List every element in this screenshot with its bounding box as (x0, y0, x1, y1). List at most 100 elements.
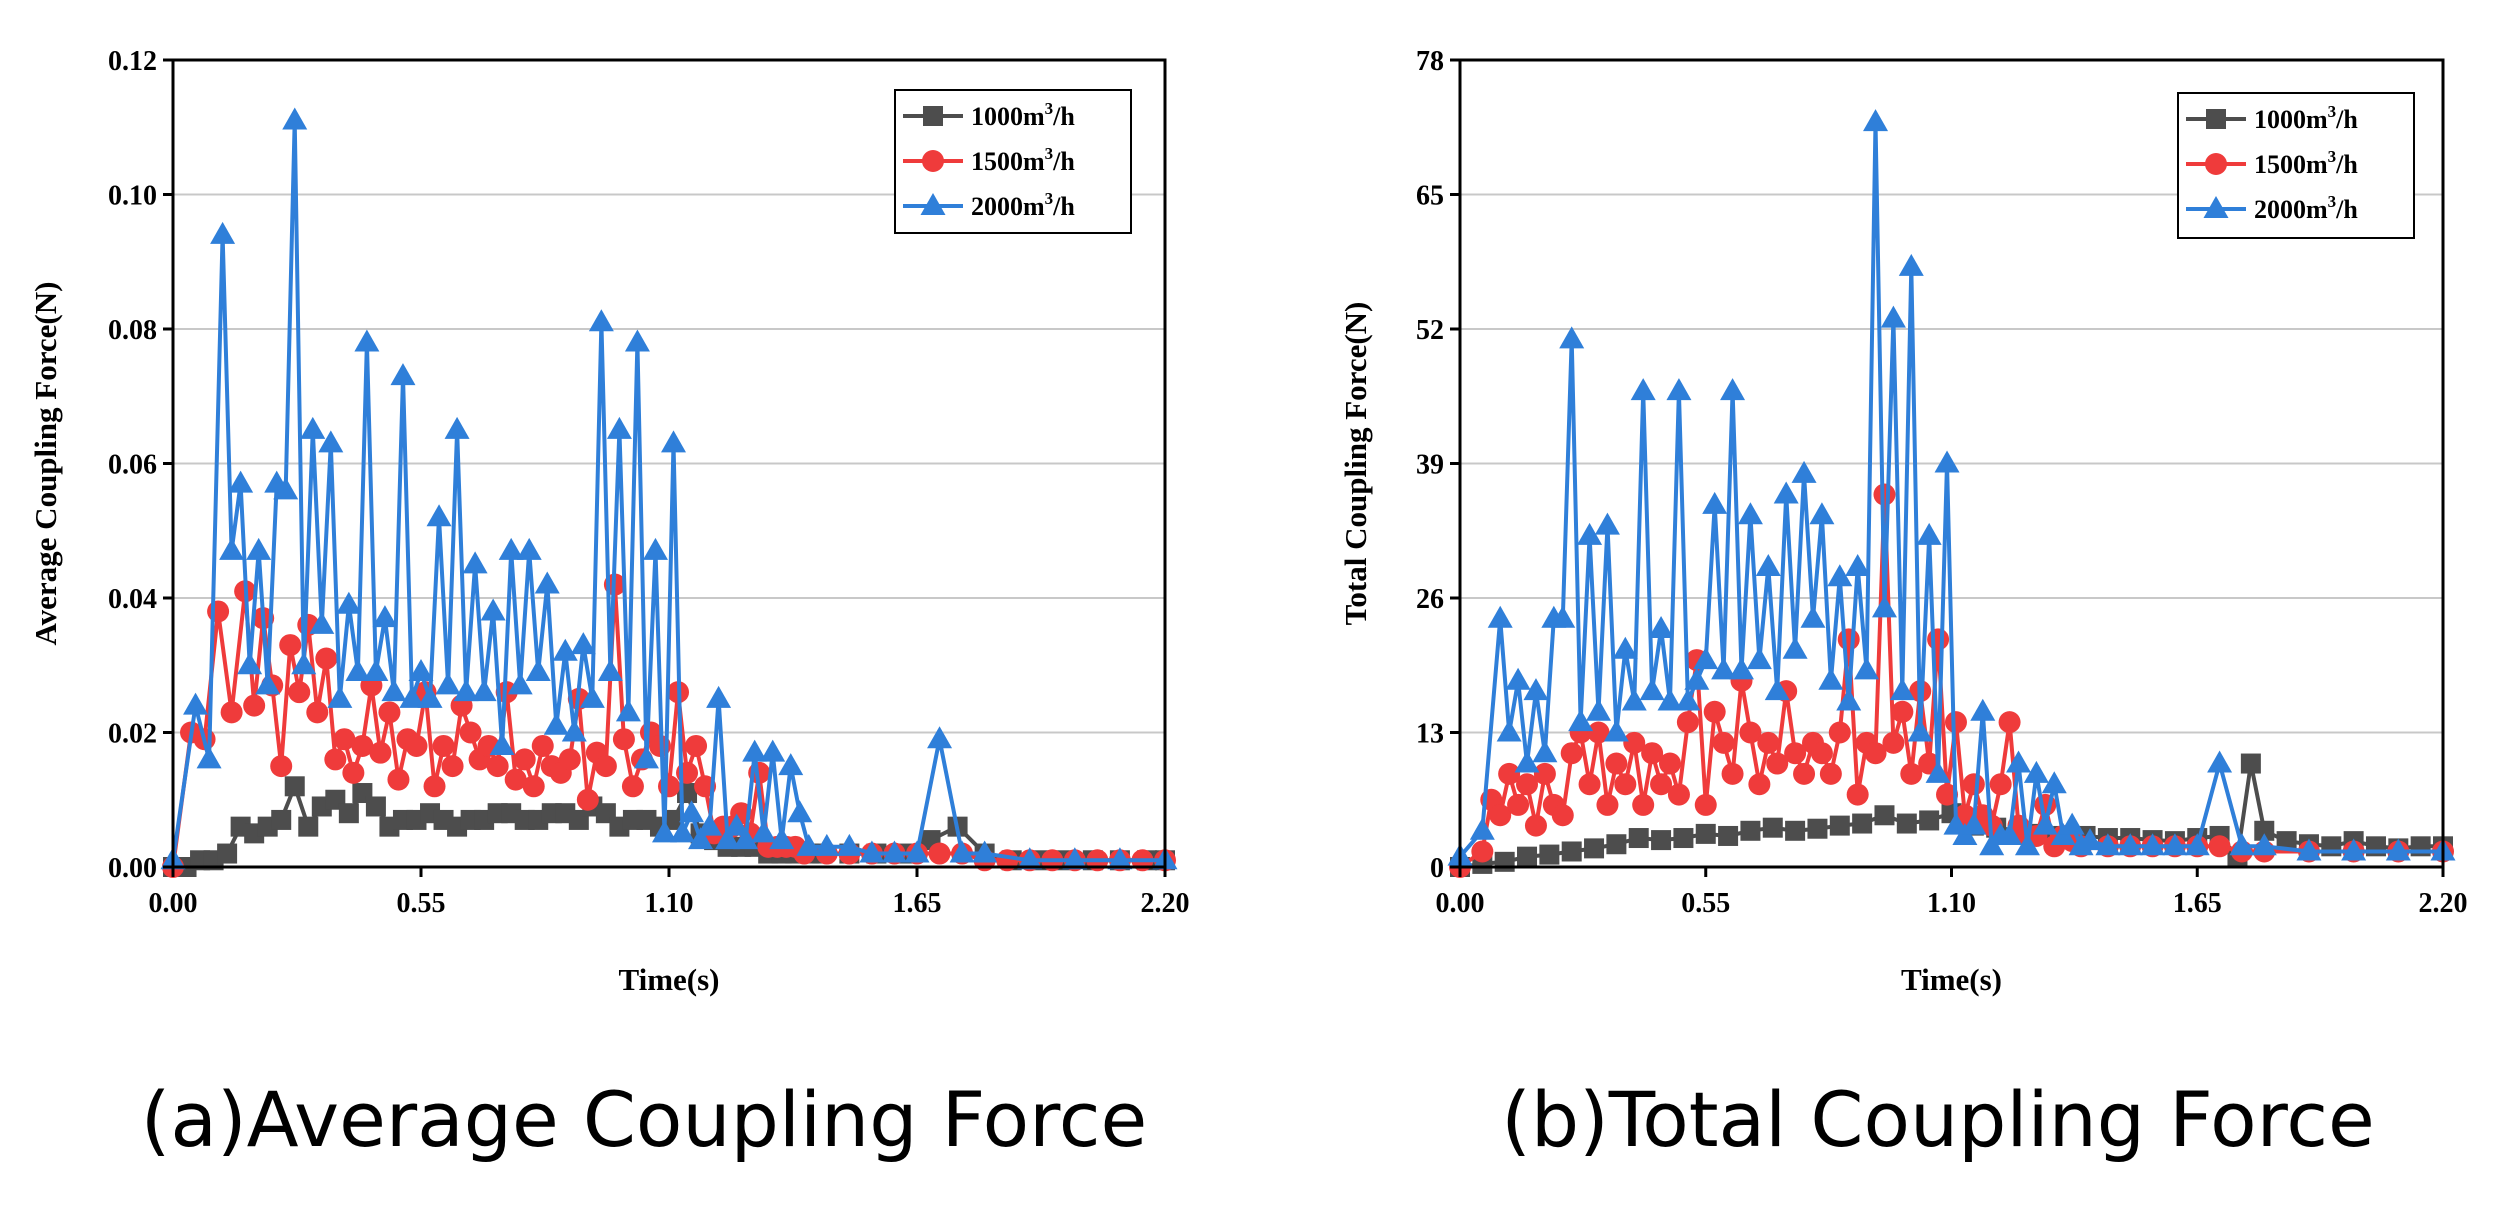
data-point (588, 309, 614, 332)
figure-caption: (b)Total Coupling Force (1501, 1075, 2375, 1164)
data-point (1494, 851, 1515, 872)
data-point (531, 734, 554, 757)
data-point (642, 537, 668, 560)
data-point (1784, 742, 1807, 765)
data-point (1695, 823, 1716, 844)
data-point (561, 719, 587, 742)
data-point (1854, 657, 1880, 680)
data-point (1628, 828, 1649, 849)
data-point (972, 840, 998, 863)
legend-marker (920, 193, 946, 215)
data-point (2184, 833, 2210, 856)
data-point (507, 672, 533, 695)
data-point (1550, 605, 1576, 628)
data-point (621, 775, 644, 798)
data-point (525, 658, 551, 681)
data-point (1062, 847, 1088, 870)
data-point (1845, 553, 1871, 576)
data-point (685, 734, 708, 757)
legend-marker (2203, 196, 2229, 218)
data-point (1560, 742, 1583, 765)
y-tick-label: 39 (1416, 450, 1444, 481)
data-point (1720, 378, 1746, 401)
data-point (1997, 822, 2023, 845)
data-point (1889, 678, 1915, 701)
data-point (1846, 783, 1869, 806)
data-point (220, 701, 243, 724)
data-point (1962, 773, 1985, 796)
legend-marker (2205, 153, 2227, 175)
data-point (273, 477, 299, 500)
legend-marker (922, 150, 944, 172)
data-point (2254, 820, 2275, 841)
data-point (2117, 833, 2143, 856)
series-2000 (160, 107, 1178, 870)
x-tick-label: 0.55 (397, 888, 446, 919)
data-point (2229, 833, 2255, 856)
legend: 1000m3/h 1500m3/h 2000m3/h (894, 89, 1132, 234)
chart-panel-a: 0.00 0.02 0.04 0.06 0.08 0.10 0.12 0.00 0.55 1.10… (28, 46, 1190, 1164)
data-point (513, 748, 536, 771)
data-point (1864, 742, 1887, 765)
x-tick-label: 1.65 (2173, 888, 2222, 919)
data-point (1827, 564, 1853, 587)
data-point (1568, 709, 1594, 732)
data-point (1807, 818, 1828, 839)
data-point (522, 775, 545, 798)
data-point (1863, 109, 1889, 132)
y-tick-label: 0 (1430, 853, 1444, 884)
data-point (1471, 840, 1494, 863)
data-point (1712, 731, 1735, 754)
data-point (742, 739, 768, 762)
data-point (1586, 698, 1612, 721)
data-point (1819, 762, 1842, 785)
data-point (288, 681, 311, 704)
data-point (1739, 721, 1762, 744)
data-point (1551, 804, 1574, 827)
data-point (661, 430, 687, 453)
data-point (1818, 667, 1844, 690)
data-point (633, 746, 659, 769)
data-point (342, 761, 365, 784)
data-point (1505, 667, 1531, 690)
x-axis-label: Time(s) (1901, 962, 2002, 997)
legend: 1000m3/h 1500m3/h 2000m3/h (2177, 92, 2415, 239)
data-point (1880, 305, 1906, 328)
data-point (2207, 750, 2233, 773)
data-point (1577, 522, 1603, 545)
data-point (1516, 773, 1539, 796)
data-point (2341, 838, 2367, 861)
data-point (300, 416, 326, 439)
y-axis-label: Total Coupling Force(N) (1338, 302, 1373, 626)
data-point (1676, 711, 1699, 734)
data-point (1684, 667, 1710, 690)
data-point (291, 652, 317, 675)
data-point (1737, 502, 1763, 525)
data-point (1578, 773, 1601, 796)
x-tick-label: 2.20 (1141, 888, 1190, 919)
data-point (217, 843, 238, 864)
y-tick-label: 65 (1416, 181, 1444, 212)
data-point (336, 591, 362, 614)
data-point (706, 685, 732, 708)
y-tick-label: 0.04 (108, 584, 157, 615)
data-point (1936, 783, 1959, 806)
data-point (489, 732, 515, 755)
data-point (615, 699, 641, 722)
data-point (927, 726, 953, 749)
data-point (271, 809, 292, 830)
x-axis-label: Time(s) (618, 962, 719, 997)
data-point (1916, 522, 1942, 545)
legend-item: 1500m3/h (903, 144, 1075, 176)
data-point (1757, 731, 1780, 754)
data-point (279, 634, 302, 657)
data-point (1800, 605, 1826, 628)
data-point (246, 537, 272, 560)
data-point (1896, 813, 1917, 834)
figure-caption: (a)Average Coupling Force (141, 1075, 1148, 1164)
data-point (881, 840, 907, 863)
data-point (1944, 711, 1967, 734)
data-point (715, 827, 741, 850)
data-point (1596, 793, 1619, 816)
